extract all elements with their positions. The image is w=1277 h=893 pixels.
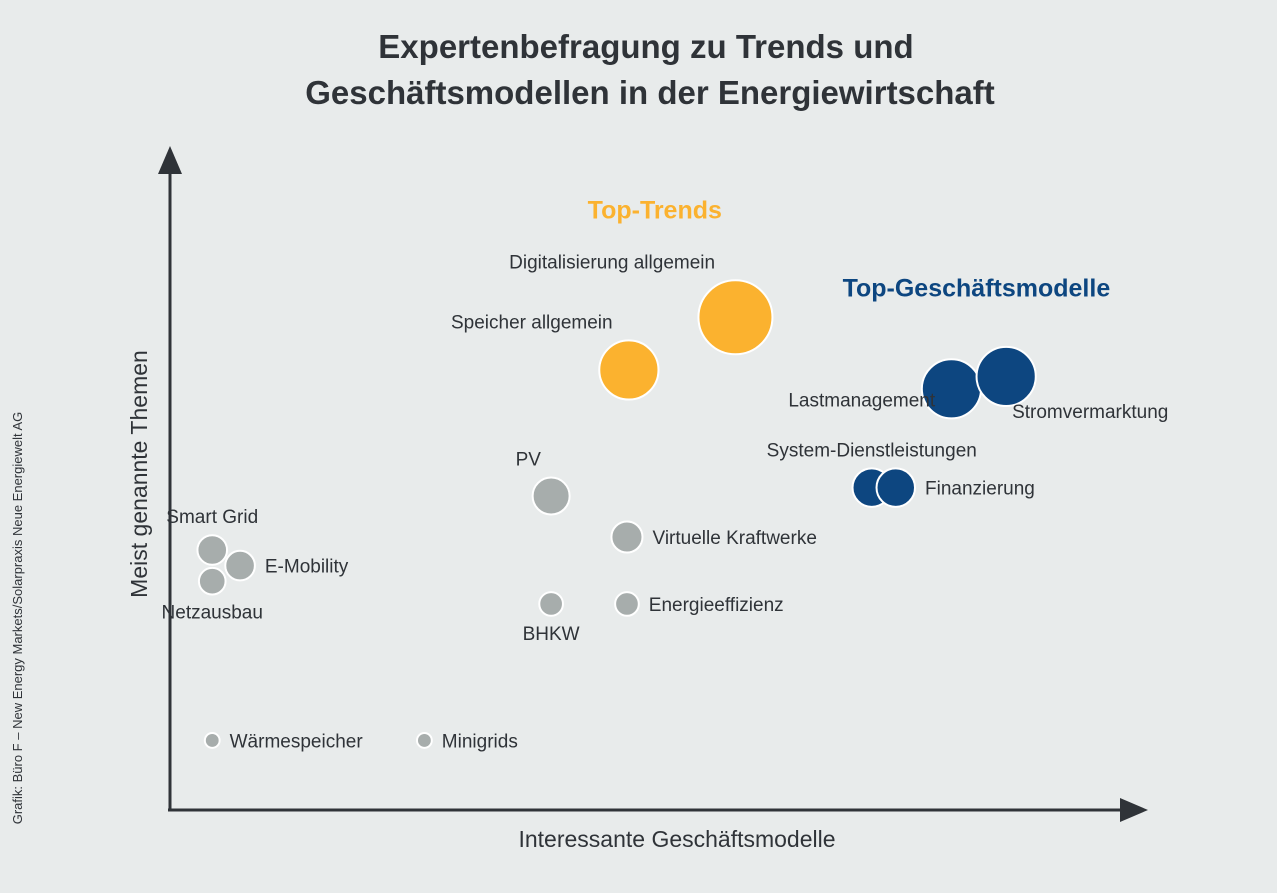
data-points: Digitalisierung allgemein Speicher allgem… (162, 252, 1169, 752)
bubble-stromvermarktung (975, 345, 1037, 408)
group-label-top-trends: Top-Trends (588, 197, 722, 225)
label-netzausbau: Netzausbau (162, 603, 263, 624)
x-axis (168, 798, 1148, 822)
label-warmespeicher: Wärmespeicher (230, 731, 364, 752)
bubble-warmespeicher (203, 732, 221, 749)
bubble-netzausbau (197, 566, 227, 596)
label-lastmanagement: Lastmanagement (788, 391, 936, 412)
y-axis (158, 146, 182, 810)
bubble-energieeffizienz (614, 591, 640, 617)
bubble-minigrids (416, 732, 433, 749)
label-system-dienstleistungen: System-Dienstleistungen (767, 440, 977, 461)
bubble-virtuelle-kraftwerke (610, 520, 644, 554)
chart-title-line-2: Geschäftsmodellen in der Energiewirtscha… (305, 74, 995, 111)
label-finanzierung: Finanzierung (925, 479, 1035, 500)
x-axis-arrow-icon (1120, 798, 1148, 822)
x-axis-label: Interessante Geschäftsmodelle (518, 826, 835, 852)
bubble-pv (531, 476, 571, 516)
y-axis-label: Meist genannte Themen (126, 350, 152, 598)
bubble-speicher-allgemein (598, 339, 660, 401)
label-speicher-allgemein: Speicher allgemein (451, 312, 613, 333)
label-energieeffizienz: Energieeffizienz (649, 595, 784, 616)
bubble-digitalisierung-allgemein (697, 279, 774, 356)
label-digitalisierung-allgemein: Digitalisierung allgemein (509, 252, 715, 273)
label-minigrids: Minigrids (442, 731, 518, 752)
group-label-top-geschaftsmodelle: Top-Geschäftsmodelle (843, 275, 1111, 303)
credit-text: Grafik: Büro F – New Energy Markets/Sola… (10, 412, 25, 825)
bubble-bhkw (538, 591, 564, 617)
label-e-mobility: E-Mobility (265, 557, 349, 578)
label-stromvermarktung: Stromvermarktung (1012, 402, 1168, 423)
label-smart-grid: Smart Grid (166, 507, 258, 528)
bubble-e-mobility (224, 549, 256, 582)
bubble-smart-grid (196, 534, 229, 566)
label-pv: PV (516, 450, 542, 471)
bubble-finanzierung (875, 467, 917, 508)
chart-title-line-1: Expertenbefragung zu Trends und (378, 28, 913, 65)
label-bhkw: BHKW (523, 624, 580, 645)
label-virtuelle-kraftwerke: Virtuelle Kraftwerke (653, 528, 817, 549)
y-axis-arrow-icon (158, 146, 182, 174)
group-labels: Top-Trends Top-Geschäftsmodelle (588, 197, 1111, 303)
